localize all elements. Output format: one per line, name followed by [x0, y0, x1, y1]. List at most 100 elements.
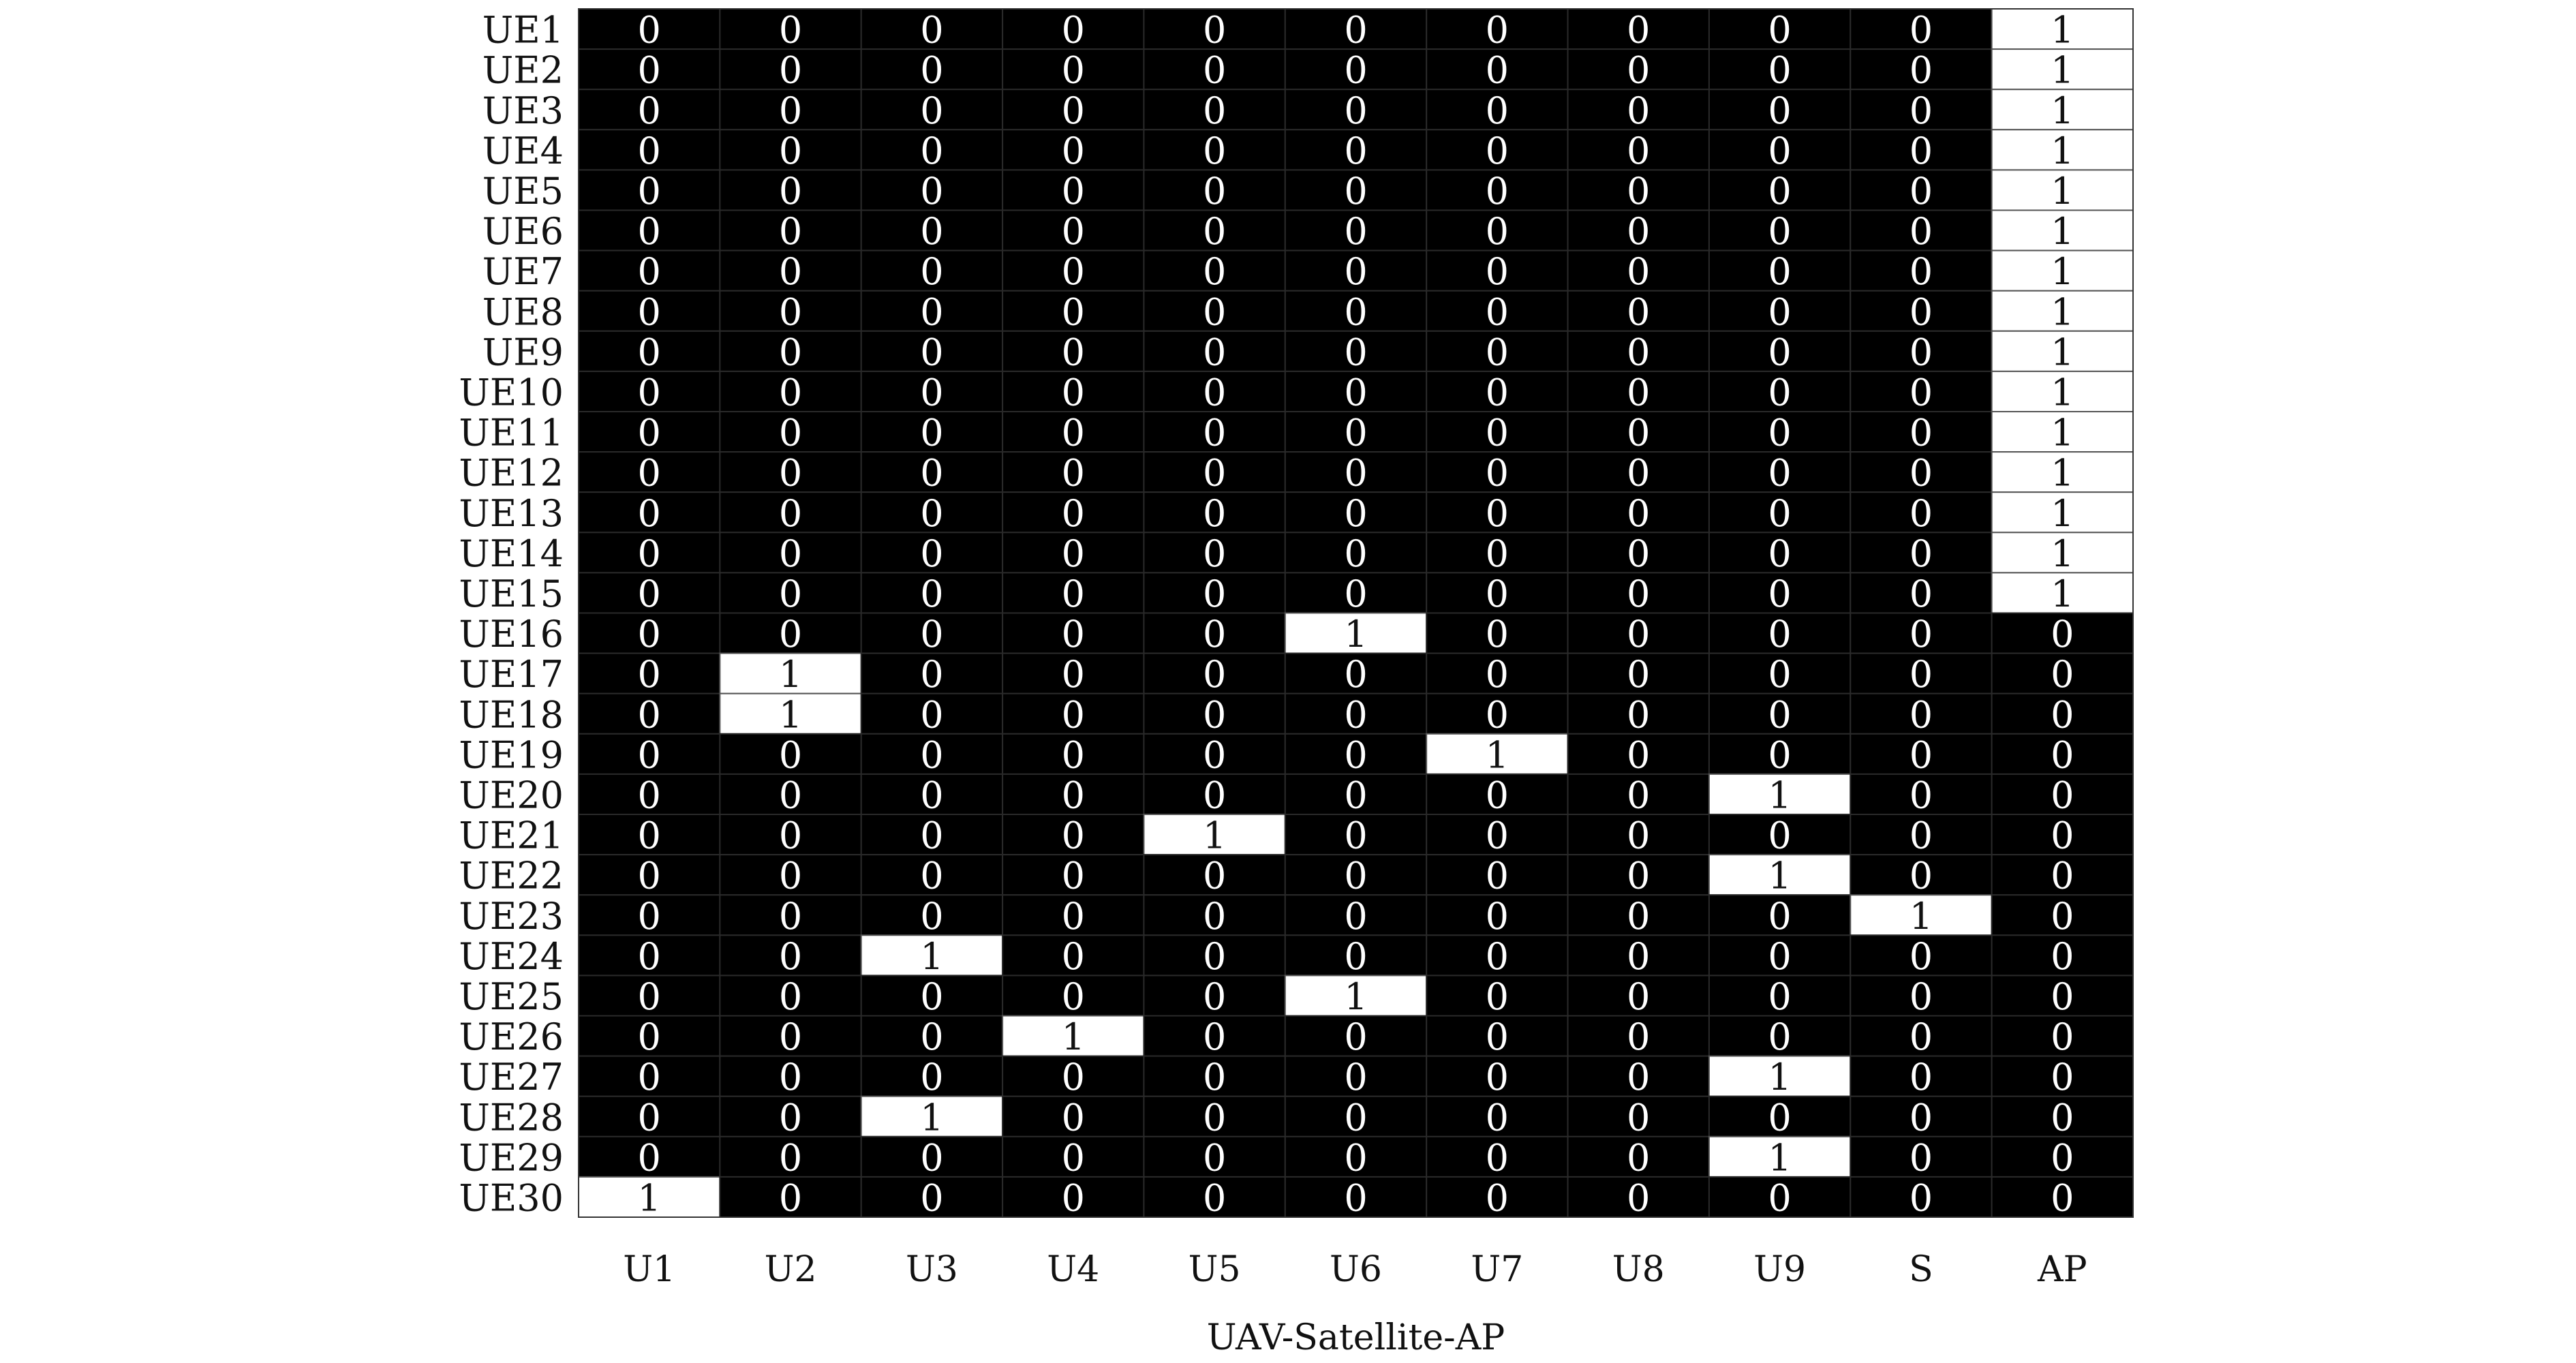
heatmap-cell-UE4-S — [1850, 129, 1993, 171]
heatmap-cell-UE17-U3 — [860, 652, 1004, 694]
cell-value-label: 0 — [1203, 1015, 1226, 1058]
cell-value-label: 1 — [2051, 49, 2074, 92]
heatmap-cell-UE12-U4 — [1002, 451, 1145, 493]
cell-value-label: 0 — [1062, 492, 1085, 535]
cell-value-label: 0 — [1768, 1176, 1791, 1219]
cell-value-label: 0 — [920, 1056, 943, 1099]
cell-value-label: 0 — [1768, 1015, 1791, 1058]
cell-value-label: 0 — [779, 331, 802, 373]
y-tick-label: UE9 — [482, 331, 564, 373]
heatmap-cell-UE3-U3 — [860, 89, 1004, 131]
cell-value-label: 0 — [1910, 49, 1933, 92]
heatmap-cell-UE27-U9 — [1708, 1055, 1852, 1097]
heatmap-cell-UE19-U8 — [1567, 733, 1710, 775]
heatmap-cell-UE21-U5 — [1143, 814, 1286, 856]
heatmap-cell-UE15-U5 — [1143, 572, 1286, 614]
heatmap-cell-UE19-U3 — [860, 733, 1004, 775]
heatmap-cell-UE22-U8 — [1567, 854, 1710, 896]
cell-value-label: 0 — [1627, 1176, 1650, 1219]
cell-value-label: 0 — [920, 855, 943, 898]
cell-value-label: 1 — [2051, 170, 2074, 213]
cell-value-label: 0 — [779, 774, 802, 816]
cell-value-label: 1 — [2051, 250, 2074, 293]
cell-value-label: 0 — [1062, 129, 1085, 172]
y-tick-label: UE12 — [459, 452, 564, 495]
heatmap-cell-UE6-U4 — [1002, 209, 1145, 251]
cell-value-label: 0 — [1062, 49, 1085, 92]
heatmap-cell-UE10-U4 — [1002, 370, 1145, 413]
heatmap-cell-UE11-U3 — [860, 411, 1004, 453]
cell-value-label: 1 — [1910, 895, 1933, 938]
y-tick-label: UE23 — [459, 895, 564, 938]
heatmap-cell-UE25-U4 — [1002, 975, 1145, 1017]
cell-value-label: 0 — [638, 1136, 661, 1179]
cell-value-label: 0 — [1344, 210, 1367, 253]
heatmap-cell-UE23-U1 — [578, 894, 721, 936]
cell-value-label: 0 — [1910, 89, 1933, 132]
y-tick-label: UE28 — [459, 1096, 564, 1139]
y-tick-label: UE29 — [459, 1136, 564, 1179]
cell-value-label: 0 — [1910, 774, 1933, 816]
heatmap-cell-UE9-U5 — [1143, 330, 1286, 372]
heatmap-cell-UE28-U7 — [1426, 1095, 1569, 1137]
heatmap-cell-UE18-U8 — [1567, 692, 1710, 735]
heatmap-cell-UE5-S — [1850, 169, 1993, 211]
heatmap-cell-UE12-U5 — [1143, 451, 1286, 493]
cell-value-label: 0 — [638, 1015, 661, 1058]
cell-value-label: 0 — [1768, 492, 1791, 535]
cell-value-label: 0 — [1486, 49, 1509, 92]
cell-value-label: 0 — [1203, 210, 1226, 253]
heatmap-cell-UE12-U1 — [578, 451, 721, 493]
cell-value-label: 0 — [920, 331, 943, 373]
heatmap-cell-UE12-U6 — [1284, 451, 1428, 493]
cell-value-label: 0 — [1627, 371, 1650, 414]
heatmap-cell-UE29-U3 — [860, 1135, 1004, 1178]
cell-value-label: 1 — [920, 935, 943, 978]
cell-value-label: 0 — [779, 1015, 802, 1058]
heatmap-cell-UE3-U2 — [719, 89, 862, 131]
y-tick-label: UE27 — [459, 1056, 564, 1099]
cell-value-label: 0 — [1768, 452, 1791, 495]
cell-value-label: 1 — [2051, 572, 2074, 615]
cell-value-label: 0 — [1486, 250, 1509, 293]
heatmap-cell-UE24-U6 — [1284, 934, 1428, 977]
cell-value-label: 0 — [1768, 250, 1791, 293]
heatmap-cell-UE16-S — [1850, 612, 1993, 654]
y-tick-label: UE5 — [482, 170, 564, 213]
cell-value-label: 0 — [1627, 975, 1650, 1018]
heatmap-cell-UE25-U9 — [1708, 975, 1852, 1017]
heatmap-cell-UE28-U9 — [1708, 1095, 1852, 1137]
y-tick-label: UE8 — [482, 290, 564, 333]
y-tick-label: UE21 — [459, 814, 564, 857]
heatmap-cell-UE16-U5 — [1143, 612, 1286, 654]
y-tick-label: UE22 — [459, 855, 564, 898]
cell-value-label: 0 — [1627, 1136, 1650, 1179]
cell-value-label: 0 — [1486, 1015, 1509, 1058]
cell-value-label: 0 — [920, 290, 943, 333]
cell-value-label: 0 — [1768, 170, 1791, 213]
cell-value-label: 0 — [1910, 492, 1933, 535]
cell-value-label: 0 — [638, 129, 661, 172]
cell-value-label: 0 — [1627, 653, 1650, 696]
cell-value-label: 0 — [1486, 935, 1509, 978]
heatmap-cell-UE29-U9 — [1708, 1135, 1852, 1178]
cell-value-label: 1 — [2051, 89, 2074, 132]
x-tick-label: U4 — [1047, 1249, 1099, 1290]
cell-value-label: 0 — [1203, 532, 1226, 575]
cell-value-label: 1 — [1768, 855, 1791, 898]
cell-value-label: 0 — [1910, 733, 1933, 776]
cell-value-label: 0 — [1486, 774, 1509, 816]
cell-value-label: 0 — [920, 452, 943, 495]
y-tick-label: UE26 — [459, 1015, 564, 1058]
heatmap-cell-UE4-U5 — [1143, 129, 1286, 171]
cell-value-label: 0 — [1768, 895, 1791, 938]
heatmap-cell-UE21-U7 — [1426, 814, 1569, 856]
heatmap-cell-UE21-U3 — [860, 814, 1004, 856]
cell-value-label: 0 — [779, 412, 802, 455]
heatmap-cell-UE21-U2 — [719, 814, 862, 856]
heatmap-cell-UE25-AP — [1991, 975, 2134, 1017]
cell-value-label: 0 — [779, 895, 802, 938]
heatmap-cell-UE3-U1 — [578, 89, 721, 131]
cell-value-label: 0 — [1344, 814, 1367, 857]
cell-value-label: 0 — [1627, 693, 1650, 736]
